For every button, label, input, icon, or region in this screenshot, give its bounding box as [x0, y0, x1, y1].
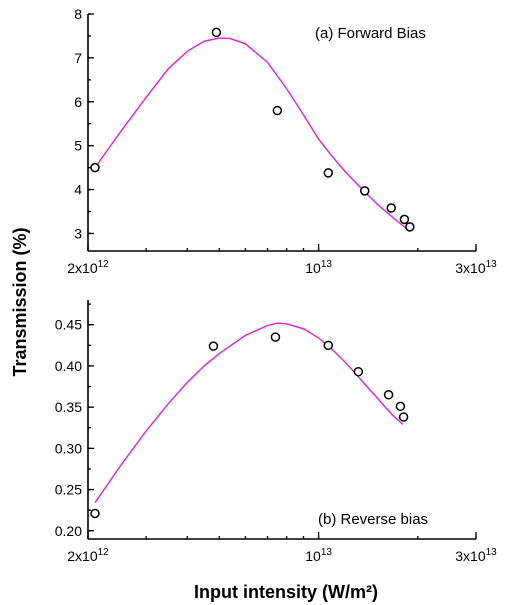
- data-point: [323, 168, 334, 178]
- data-point: [398, 412, 409, 422]
- data-point: [90, 162, 100, 173]
- panel-forward-bias: (a) Forward Bias 3 4 5 6 7 8 2x1012 1013 3x1013: [67, 6, 497, 276]
- data-point: [90, 508, 100, 519]
- data-point: [386, 203, 396, 213]
- data-point: [399, 214, 410, 225]
- y-tick-label: 0.45: [55, 317, 82, 333]
- fit-curve: [94, 37, 411, 232]
- y-tick-label: 0.30: [55, 440, 82, 456]
- y-axis-title: Transmission (%): [10, 227, 30, 376]
- y-tick-label: 0.25: [55, 482, 82, 498]
- data-point: [395, 401, 406, 412]
- data-point: [270, 332, 281, 342]
- x-tick-label: 2x1012: [67, 547, 109, 564]
- y-tick-label: 3: [74, 225, 82, 241]
- y-tick-label: 0.35: [55, 399, 82, 415]
- data-point: [272, 105, 283, 116]
- y-tick-label: 4: [74, 182, 82, 198]
- x-tick-label: 1013: [305, 547, 332, 564]
- x-axis-title: Input intensity (W/m²): [194, 582, 378, 602]
- fit-curve: [94, 322, 404, 504]
- y-tick-label: 6: [74, 94, 82, 110]
- data-point: [353, 366, 364, 377]
- x-tick-label: 3x1013: [455, 259, 497, 276]
- data-point: [359, 186, 370, 196]
- y-tick-label: 7: [74, 50, 82, 66]
- panel-reverse-bias: (b) Reverse bias 0.20 0.25 0.30 0.35 0.40 0.4…: [55, 300, 497, 564]
- y-tick-label: 0.20: [55, 523, 82, 539]
- x-tick-label: 1013: [305, 259, 332, 276]
- x-tick-label: 3x1013: [455, 547, 497, 564]
- y-tick-label: 0.40: [55, 358, 82, 374]
- data-point: [211, 27, 222, 38]
- y-tick-label: 5: [74, 138, 82, 154]
- data-point: [383, 390, 394, 400]
- data-point: [208, 341, 219, 351]
- panel-label-reverse-bias: (b) Reverse bias: [318, 511, 428, 528]
- data-point: [405, 222, 415, 232]
- x-tick-label: 2x1012: [67, 259, 109, 276]
- y-tick-label: 8: [74, 6, 82, 22]
- panel-label-forward-bias: (a) Forward Bias: [315, 25, 426, 42]
- data-point: [323, 340, 334, 351]
